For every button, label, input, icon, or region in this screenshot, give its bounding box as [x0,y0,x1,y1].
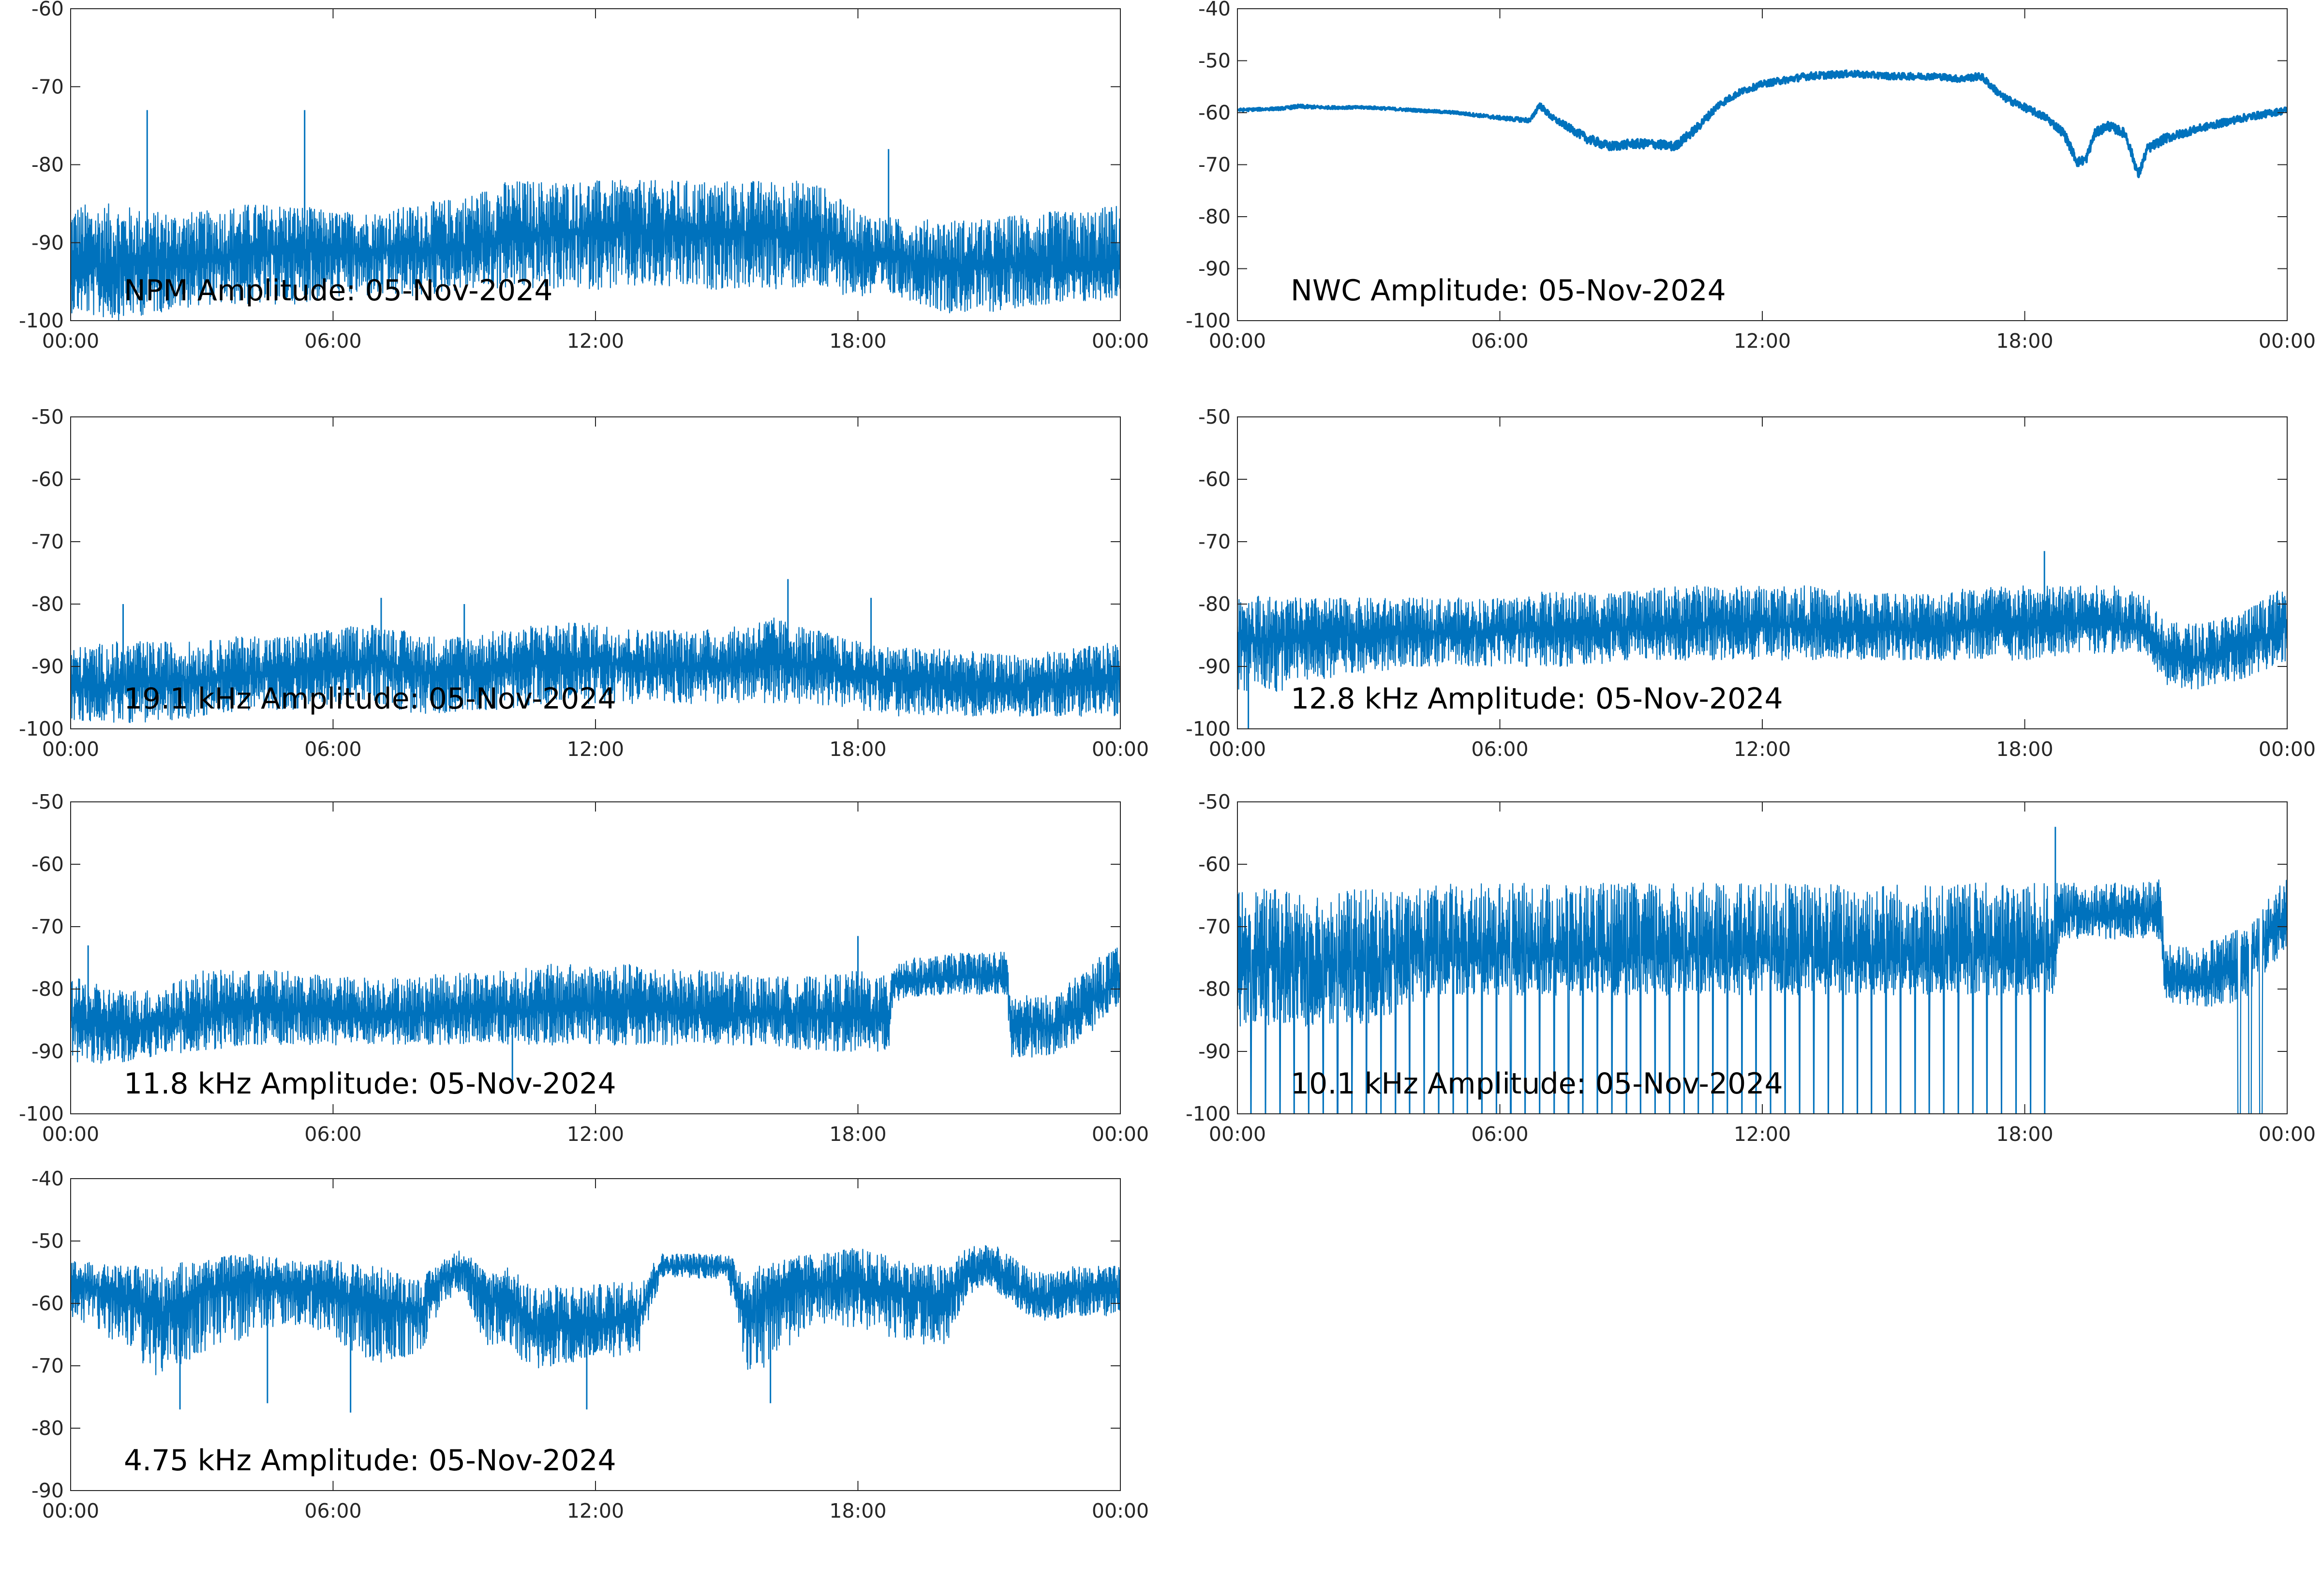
series-line [71,179,1120,321]
y-tick-label: -90 [31,231,64,254]
x-tick-label: 18:00 [829,1123,886,1146]
x-tick-label: 00:00 [1092,329,1149,353]
x-tick-label: 00:00 [1209,1123,1266,1146]
x-tick-label: 00:00 [42,738,99,761]
x-tick-label: 12:00 [567,738,624,761]
y-tick-label: -100 [19,717,64,740]
y-tick-label: -40 [31,1167,64,1190]
series-line [71,947,1120,1064]
x-tick-label: 18:00 [1996,1123,2053,1146]
y-tick-label: -100 [1186,309,1231,332]
y-tick-label: -60 [31,468,64,491]
x-tick-label: 18:00 [829,329,886,353]
panel-title: 11.8 kHz Amplitude: 05-Nov-2024 [124,1067,616,1101]
chart-panel: 00:00 06:00 12:00 18:00 00:00 -50 -60 -70 -80 -90… [1186,405,2316,761]
y-tick-label: -60 [31,0,64,20]
x-tick-label: 00:00 [2259,1123,2316,1146]
panel-title: 10.1 kHz Amplitude: 05-Nov-2024 [1291,1067,1783,1101]
y-tick-label: -90 [31,1479,64,1502]
x-tick-label: 06:00 [304,1123,361,1146]
y-tick-label: -70 [1198,915,1231,938]
x-tick-label: 12:00 [567,329,624,353]
y-tick-label: -90 [1198,1040,1231,1063]
y-tick-label: -80 [31,153,64,177]
y-tick-label: -40 [1198,0,1231,20]
x-tick-label: 00:00 [1092,738,1149,761]
series-line [71,617,1120,724]
y-tick-label: -80 [1198,205,1231,228]
y-tick-label: -60 [1198,101,1231,124]
y-tick-label: -50 [31,790,64,813]
x-tick-label: 06:00 [304,1499,361,1522]
y-tick-label: -60 [31,1292,64,1315]
y-tick-label: -70 [31,75,64,98]
panel-title: NWC Amplitude: 05-Nov-2024 [1291,274,1726,308]
x-tick-label: 00:00 [1209,329,1266,353]
y-tick-label: -80 [1198,977,1231,1001]
panel-title: 4.75 kHz Amplitude: 05-Nov-2024 [124,1444,616,1478]
x-tick-label: 12:00 [1734,329,1791,353]
y-tick-label: -50 [1198,49,1231,73]
y-tick-label: -90 [1198,655,1231,678]
y-tick-label: -90 [1198,257,1231,281]
series-line [1237,879,2287,1114]
x-tick-label: 12:00 [567,1123,624,1146]
x-tick-label: 00:00 [1209,738,1266,761]
y-tick-label: -80 [31,592,64,616]
y-tick-label: -50 [1198,405,1231,429]
x-tick-label: 00:00 [2259,738,2316,761]
panel-title: NPM Amplitude: 05-Nov-2024 [124,274,553,308]
x-tick-label: 06:00 [304,738,361,761]
y-tick-label: -100 [19,1102,64,1125]
x-tick-label: 00:00 [1092,1499,1149,1522]
y-tick-label: -100 [1186,1102,1231,1125]
x-tick-label: 06:00 [1471,1123,1528,1146]
y-tick-label: -90 [31,1040,64,1063]
y-tick-label: -80 [31,1417,64,1440]
y-tick-label: -70 [31,530,64,553]
x-tick-label: 12:00 [1734,738,1791,761]
x-tick-label: 00:00 [2259,329,2316,353]
x-tick-label: 18:00 [829,738,886,761]
x-tick-label: 06:00 [1471,329,1528,353]
chart-panel: 00:00 06:00 12:00 18:00 00:00 -40 -50 -60 -70 -80… [1186,0,2316,353]
y-tick-label: -60 [31,853,64,876]
chart-panel: 00:00 06:00 12:00 18:00 00:00 -50 -60 -70 -80 -90… [19,790,1149,1146]
x-tick-label: 18:00 [1996,738,2053,761]
series-line [71,1245,1120,1375]
x-tick-label: 18:00 [1996,329,2053,353]
chart-panel: 00:00 06:00 12:00 18:00 00:00 -50 -60 -70 -80 -90… [1186,790,2316,1146]
y-tick-label: -60 [1198,468,1231,491]
x-tick-label: 00:00 [42,1123,99,1146]
x-tick-label: 12:00 [567,1499,624,1522]
chart-panel: 00:00 06:00 12:00 18:00 00:00 -50 -60 -70 -80 -90… [19,405,1149,761]
x-tick-label: 00:00 [1092,1123,1149,1146]
y-tick-label: -100 [1186,717,1231,740]
series-line [1237,69,2287,178]
panel-title: 19.1 kHz Amplitude: 05-Nov-2024 [124,682,616,716]
y-tick-label: -70 [31,1354,64,1377]
chart-panel: 00:00 06:00 12:00 18:00 00:00 -40 -50 -60 -70 -80… [31,1167,1149,1522]
y-tick-label: -50 [1198,790,1231,813]
y-tick-label: -100 [19,309,64,332]
y-tick-label: -80 [31,977,64,1001]
y-tick-label: -50 [31,405,64,429]
x-tick-label: 06:00 [1471,738,1528,761]
y-tick-label: -60 [1198,853,1231,876]
y-tick-label: -70 [1198,153,1231,177]
chart-panel: 00:00 06:00 12:00 18:00 00:00 -60 -70 -80 -90 -10… [19,0,1149,353]
x-tick-label: 12:00 [1734,1123,1791,1146]
x-tick-label: 06:00 [304,329,361,353]
panel-title: 12.8 kHz Amplitude: 05-Nov-2024 [1291,682,1783,716]
y-tick-label: -70 [31,915,64,938]
y-tick-label: -70 [1198,530,1231,553]
x-tick-label: 00:00 [42,329,99,353]
y-tick-label: -50 [31,1229,64,1253]
x-tick-label: 18:00 [829,1499,886,1522]
x-tick-label: 00:00 [42,1499,99,1522]
y-tick-label: -80 [1198,592,1231,616]
series-line [1237,585,2287,692]
y-tick-label: -90 [31,655,64,678]
